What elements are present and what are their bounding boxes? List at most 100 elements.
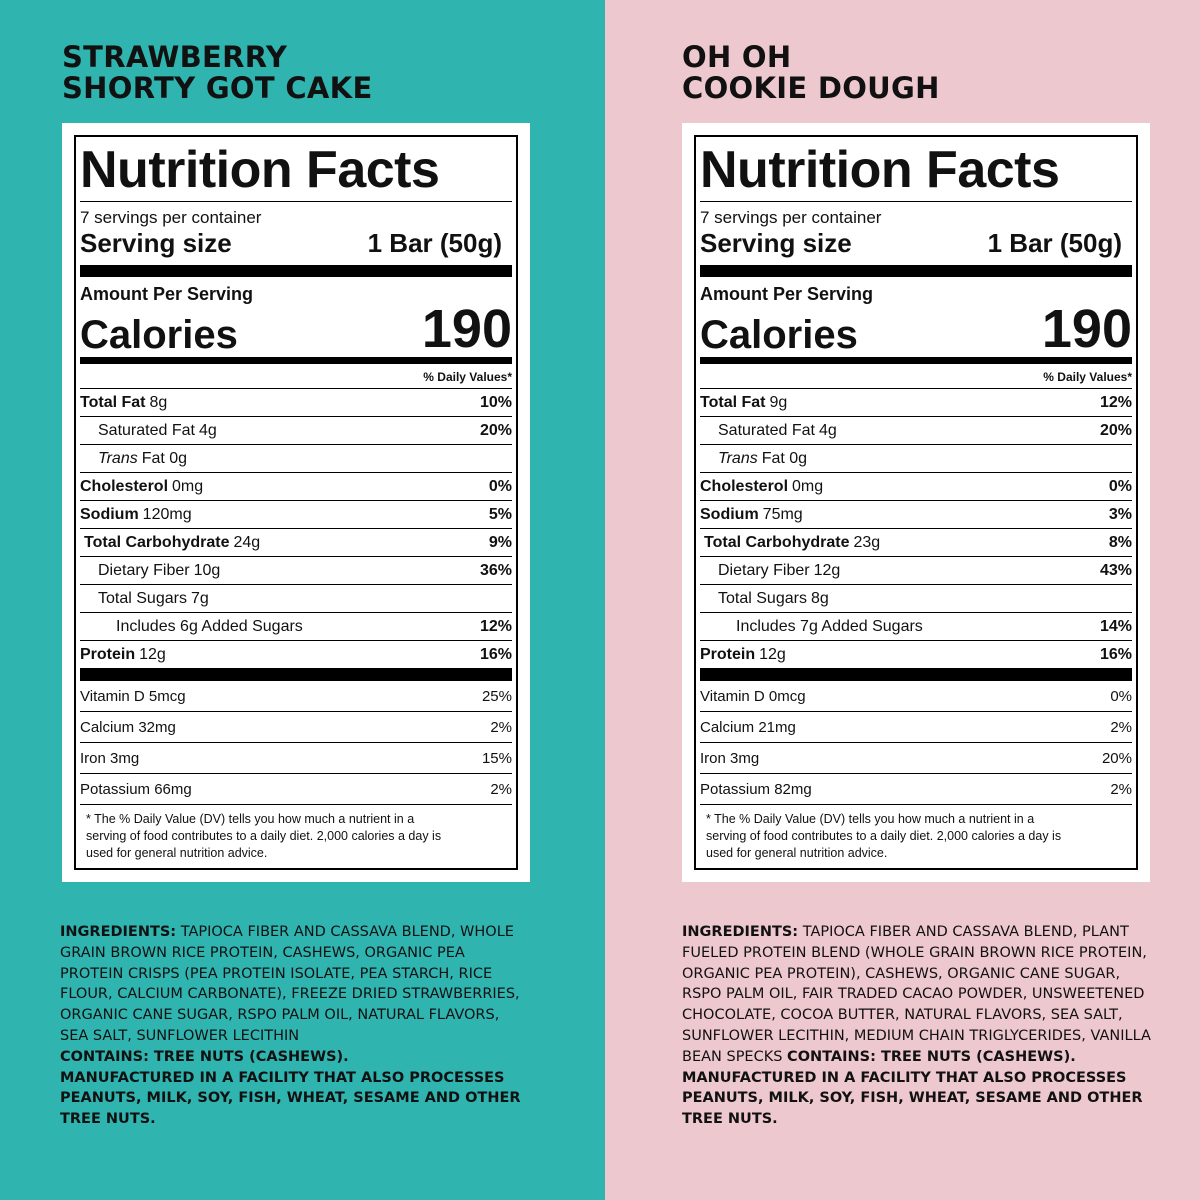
nutrient-dv: 20% bbox=[1099, 421, 1132, 439]
nutrient-dv: 5% bbox=[488, 505, 512, 523]
nutrient-amount: 75mg bbox=[762, 505, 803, 523]
nutrient-name: Includes 7g Added Sugars bbox=[736, 617, 923, 635]
nutrient-name: Total Fat bbox=[700, 393, 766, 411]
dv-header: % Daily Values* bbox=[80, 364, 512, 389]
nutrient: Dietary Fiber 12g bbox=[718, 562, 840, 580]
nutrient-name: Saturated Fat bbox=[98, 421, 195, 439]
ingredients-paragraph: CONTAINS: TREE NUTS (CASHEWS). bbox=[60, 1047, 530, 1068]
nutrient-name: Cholesterol bbox=[80, 477, 169, 495]
nutrient-row: Total Fat 9g 12% bbox=[700, 389, 1132, 417]
nutrient-amount: 10g bbox=[193, 561, 221, 579]
vitamin-name: Vitamin D 5mcg bbox=[80, 687, 186, 705]
ingredients-paragraph: INGREDIENTS: TAPIOCA FIBER AND CASSAVA B… bbox=[682, 922, 1152, 1068]
nutrient-dv: 16% bbox=[1099, 645, 1132, 663]
nutrient: Total Carbohydrate 24g bbox=[84, 534, 260, 552]
nutrition-label: Nutrition Facts 7 servings per container S… bbox=[682, 123, 1150, 882]
calories: Calories 190 bbox=[700, 299, 1132, 364]
calories-value: 190 bbox=[1041, 299, 1132, 359]
nutrient-name: Trans bbox=[98, 449, 138, 467]
nutrient-row: Sodium 75mg 3% bbox=[700, 501, 1132, 529]
vitamin-name: Iron 3mg bbox=[700, 749, 760, 767]
ingredients-text: CONTAINS: TREE NUTS (CASHEWS). bbox=[787, 1048, 1076, 1065]
nutrient-name: Sodium bbox=[80, 505, 139, 523]
serving-size-value: 1 Bar (50g) bbox=[987, 228, 1122, 258]
nutrient: Total Sugars 7g bbox=[98, 590, 209, 608]
nutrient: Includes 6g Added Sugars bbox=[116, 618, 307, 636]
nutrient: Cholesterol 0mg bbox=[80, 478, 203, 496]
nutrient-row: Total Carbohydrate 24g 9% bbox=[80, 529, 512, 557]
nutrient: Sodium 75mg bbox=[700, 506, 803, 524]
nutrient-amount: 23g bbox=[853, 533, 881, 551]
amount-per-serving: Amount Per Serving bbox=[700, 284, 874, 304]
nutrient-dv: 12% bbox=[479, 617, 512, 635]
nutrient-dv: 3% bbox=[1108, 505, 1132, 523]
title-line: OH OH bbox=[682, 40, 792, 74]
vitamin-dv: 2% bbox=[1110, 780, 1132, 798]
nutrient-amount: 8g bbox=[810, 589, 829, 607]
nutrient-name: Sodium bbox=[700, 505, 759, 523]
nutrient: Saturated Fat 4g bbox=[98, 422, 217, 440]
nutrient: Sodium 120mg bbox=[80, 506, 192, 524]
ingredients-paragraph: MANUFACTURED IN A FACILITY THAT ALSO PRO… bbox=[682, 1068, 1152, 1130]
ingredients-text: INGREDIENTS: bbox=[60, 924, 177, 940]
nutrient-row: Dietary Fiber 12g 43% bbox=[700, 557, 1132, 585]
nutrient-amount: 8g bbox=[149, 393, 168, 411]
nutrient-name: Cholesterol bbox=[700, 477, 789, 495]
calories: Calories 190 bbox=[80, 302, 512, 364]
nutrient-dv: 20% bbox=[479, 421, 512, 439]
ingredients-paragraph: MANUFACTURED IN A FACILITY THAT ALSO PRO… bbox=[60, 1068, 530, 1130]
serving-size-label: Serving size bbox=[80, 228, 232, 258]
calories-label: Calories bbox=[80, 313, 238, 357]
nutrient-row: Dietary Fiber 10g 36% bbox=[80, 557, 512, 585]
ingredients: INGREDIENTS: TAPIOCA FIBER AND CASSAVA B… bbox=[682, 922, 1152, 1130]
vitamin-row: Vitamin D 5mcg 25% bbox=[80, 681, 512, 712]
vitamin-row: Iron 3mg 15% bbox=[80, 743, 512, 774]
nutrient: Total Sugars 8g bbox=[718, 590, 829, 608]
nutrient-amount: Fat 0g bbox=[141, 449, 188, 467]
nutrient-row: Protein 12g 16% bbox=[700, 641, 1132, 669]
label-inner: Nutrition Facts 7 servings per container S… bbox=[74, 135, 518, 870]
footnote: * The % Daily Value (DV) tells you how m… bbox=[706, 812, 1062, 860]
vitamin-row: Potassium 82mg 2% bbox=[700, 774, 1132, 805]
label-inner: Nutrition Facts 7 servings per container S… bbox=[694, 135, 1138, 870]
nutrient-row: Saturated Fat 4g 20% bbox=[80, 417, 512, 445]
nutrient-amount: 0mg bbox=[792, 477, 824, 495]
vitamin-row: Calcium 21mg 2% bbox=[700, 712, 1132, 743]
ingredients-text: TAPIOCA FIBER AND CASSAVA BLEND, WHOLE G… bbox=[60, 924, 520, 1044]
nutrient-row: Saturated Fat 4g 20% bbox=[700, 417, 1132, 445]
divider-bar bbox=[700, 669, 1132, 681]
nutrient-name: Dietary Fiber bbox=[718, 561, 810, 579]
nutrient-name: Protein bbox=[80, 645, 136, 663]
nutrient-amount: Fat 0g bbox=[761, 449, 808, 467]
nutrient: Total Fat 9g bbox=[700, 394, 787, 412]
vitamin-dv: 25% bbox=[481, 687, 512, 705]
nutrient-name: Total Fat bbox=[80, 393, 146, 411]
ingredients-text: INGREDIENTS: bbox=[682, 924, 799, 940]
footnote: * The % Daily Value (DV) tells you how m… bbox=[86, 812, 442, 860]
nutrient-name: Total Carbohydrate bbox=[84, 533, 230, 551]
label-heading: Nutrition Facts bbox=[700, 141, 1132, 202]
nutrient-dv: 43% bbox=[1099, 561, 1132, 579]
nutrient-row: Total Carbohydrate 23g 8% bbox=[700, 529, 1132, 557]
product-title: STRAWBERRY SHORTY GOT CAKE bbox=[62, 42, 373, 104]
nutrient-dv: 9% bbox=[488, 533, 512, 551]
vitamin-name: Vitamin D 0mcg bbox=[700, 687, 806, 705]
panel: OH OH COOKIE DOUGH Nutrition Facts 7 servin… bbox=[605, 0, 1200, 1200]
vitamin-row: Vitamin D 0mcg 0% bbox=[700, 681, 1132, 712]
vitamin-dv: 2% bbox=[1110, 718, 1132, 736]
title-line: SHORTY GOT CAKE bbox=[62, 71, 373, 105]
vitamin-row: Potassium 66mg 2% bbox=[80, 774, 512, 805]
nutrient-row: Trans Fat 0g bbox=[80, 445, 512, 473]
vitamin-name: Iron 3mg bbox=[80, 749, 140, 767]
nutrient-amount: 0mg bbox=[172, 477, 204, 495]
divider-bar bbox=[80, 669, 512, 681]
nutrient-dv: 0% bbox=[488, 477, 512, 495]
servings: 7 servings per container bbox=[700, 208, 882, 227]
nutrient-name: Protein bbox=[700, 645, 756, 663]
nutrient-dv: 0% bbox=[1108, 477, 1132, 495]
nutrient-row: Cholesterol 0mg 0% bbox=[700, 473, 1132, 501]
nutrient-name: Trans bbox=[718, 449, 758, 467]
vitamin-name: Potassium 66mg bbox=[80, 780, 192, 798]
vitamin-name: Calcium 21mg bbox=[700, 718, 796, 736]
ingredients-paragraph: INGREDIENTS: TAPIOCA FIBER AND CASSAVA B… bbox=[60, 922, 530, 1047]
